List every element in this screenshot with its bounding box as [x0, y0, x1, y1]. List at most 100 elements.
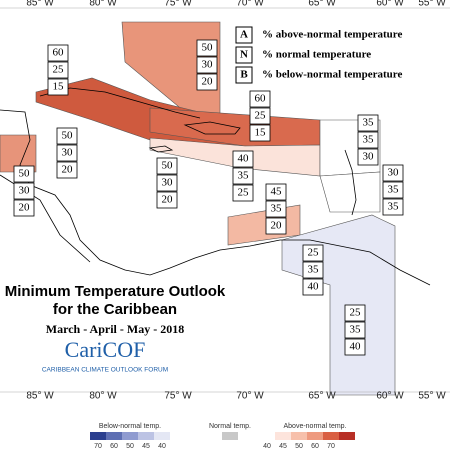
longitude-label: 80° W	[89, 0, 117, 9]
probability: 30	[388, 167, 400, 179]
probability: 20	[19, 202, 31, 214]
probability-box	[357, 148, 379, 166]
probability-box	[232, 167, 254, 185]
probability: 60	[53, 47, 65, 59]
probability-box	[249, 90, 271, 108]
zone	[0, 134, 37, 173]
probability: 25	[255, 110, 267, 122]
colorbar-swatch	[138, 432, 154, 440]
probability: 45	[271, 186, 283, 198]
probability-box	[344, 321, 366, 339]
probability: 35	[363, 134, 375, 146]
probability: 50	[202, 42, 214, 54]
probability: 35	[308, 264, 320, 276]
probability: 30	[19, 185, 31, 197]
colorbar-swatch	[154, 432, 170, 440]
colorbar-tick: 60	[110, 443, 118, 450]
probability-box	[56, 127, 78, 145]
probability: 20	[271, 220, 283, 232]
probability-box	[302, 278, 324, 296]
probability-box	[357, 114, 379, 132]
colorbar-tick: 50	[295, 443, 303, 450]
probability: 30	[62, 147, 74, 159]
probability: 35	[350, 324, 362, 336]
probability-box	[156, 174, 178, 192]
legend-text: % normal temperature	[262, 49, 371, 61]
longitude-label: 65° W	[308, 0, 336, 9]
colorbar-tick: 40	[263, 443, 271, 450]
probability-box	[344, 338, 366, 356]
coast	[344, 149, 357, 216]
colorbar-swatch	[122, 432, 138, 440]
colorbar-label: Below-normal temp.	[99, 423, 161, 430]
probability: 25	[308, 247, 320, 259]
title: Minimum Temperature Outlook	[5, 283, 226, 300]
colorbar-tick: 70	[327, 443, 335, 450]
title: for the Caribbean	[53, 301, 177, 318]
probability-box	[232, 150, 254, 168]
colorbar-swatch	[275, 432, 291, 440]
colorbar-tick: 60	[311, 443, 319, 450]
colorbar-tick: 40	[158, 443, 166, 450]
colorbar-tick: 45	[142, 443, 150, 450]
longitude-label: 70° W	[236, 391, 264, 402]
colorbar-tick: 70	[94, 443, 102, 450]
probability-box	[344, 304, 366, 322]
longitude-label: 60° W	[376, 391, 404, 402]
probability: 35	[238, 170, 250, 182]
probability-box	[265, 217, 287, 235]
legend-text: % above-normal temperature	[262, 29, 402, 41]
legend-box	[230, 25, 420, 87]
probability: 40	[238, 153, 250, 165]
probability: 50	[162, 160, 174, 172]
zone	[319, 171, 381, 213]
probability-box	[249, 124, 271, 142]
probability: 20	[162, 194, 174, 206]
longitude-label: 55° W	[418, 391, 446, 402]
probability-box	[382, 198, 404, 216]
legend	[230, 25, 420, 87]
longitude-label: 80° W	[89, 391, 117, 402]
probability-box	[196, 73, 218, 91]
legend-key-box	[235, 26, 253, 44]
longitude-label: 65° W	[308, 391, 336, 402]
probability: 15	[255, 127, 267, 139]
probability-box	[382, 181, 404, 199]
title-block: Minimum Temperature Outlook for the Cari…	[5, 283, 226, 374]
probability-box	[357, 131, 379, 149]
probability: 60	[255, 93, 267, 105]
probability-box	[156, 191, 178, 209]
legend-text: % below-normal temperature	[262, 69, 402, 81]
probability-box	[265, 183, 287, 201]
probability-box	[56, 144, 78, 162]
probability: 50	[62, 130, 74, 142]
colorbar-swatch	[307, 432, 323, 440]
longitude-label: 85° W	[26, 0, 54, 9]
colorbar-swatch	[291, 432, 307, 440]
probability-box	[47, 61, 69, 79]
probability: 25	[350, 307, 362, 319]
probability: 25	[53, 64, 65, 76]
colorbar-swatch	[323, 432, 339, 440]
probability: 20	[62, 164, 74, 176]
colorbar-swatch	[339, 432, 355, 440]
probability: 35	[388, 184, 400, 196]
coast	[183, 121, 241, 135]
probability-box	[13, 165, 35, 183]
colorbar-swatch	[90, 432, 106, 440]
longitude-label: 60° W	[376, 0, 404, 9]
logo: CariCOF	[65, 337, 146, 362]
probability-box	[56, 161, 78, 179]
colorbar-tick: 45	[279, 443, 287, 450]
longitude-label: 75° W	[164, 0, 192, 9]
probability: 40	[308, 281, 320, 293]
colorbar-swatch	[222, 432, 238, 440]
probability: 25	[238, 187, 250, 199]
probability: 35	[363, 117, 375, 129]
probability-box	[196, 56, 218, 74]
probability: 30	[162, 177, 174, 189]
legend-key-box	[235, 66, 253, 84]
graticule	[0, 7, 450, 393]
probability: 35	[388, 201, 400, 213]
colorbar-swatch	[106, 432, 122, 440]
